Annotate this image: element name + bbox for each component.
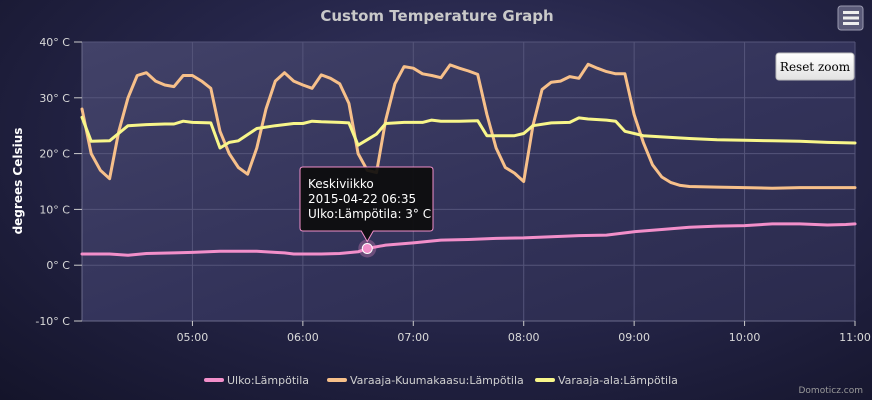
plot-area xyxy=(82,42,855,321)
y-tick-label: 0° C xyxy=(46,259,70,272)
menu-button[interactable] xyxy=(837,5,864,31)
reset-zoom-button[interactable]: Reset zoom xyxy=(775,52,855,81)
y-axis-ticks: 40° C 30° C 20° C 10° C 0° C -10° C xyxy=(35,36,82,328)
x-tick-label: 07:00 xyxy=(397,331,429,344)
x-tick-label: 11:00 xyxy=(839,331,871,344)
y-tick-label: 10° C xyxy=(39,203,70,216)
legend-item-1[interactable]: Varaaja-Kuumakaasu:Lämpötila xyxy=(327,374,524,387)
tooltip: Keskiviikko 2015-04-22 06:35 Ulko:Lämpöt… xyxy=(299,166,434,243)
reset-zoom-label: Reset zoom xyxy=(780,60,851,74)
series-line-1 xyxy=(80,62,857,190)
legend-item-2[interactable]: Varaaja-ala:Lämpötila xyxy=(535,374,678,387)
legend-label: Varaaja-ala:Lämpötila xyxy=(558,374,678,387)
y-axis-label: degrees Celsius xyxy=(11,128,25,235)
x-tick-label: 05:00 xyxy=(177,331,209,344)
y-tick-label: 20° C xyxy=(39,148,70,161)
tooltip-box xyxy=(299,166,434,243)
legend-item-0[interactable]: Ulko:Lämpötila xyxy=(204,374,309,387)
y-tick-label: -10° C xyxy=(35,315,70,328)
x-tick-label: 09:00 xyxy=(618,331,650,344)
series-line-0 xyxy=(80,222,857,257)
hover-marker xyxy=(358,239,377,258)
x-tick-label: 08:00 xyxy=(508,331,540,344)
legend-label: Varaaja-Kuumakaasu:Lämpötila xyxy=(350,374,524,387)
tooltip-weekday: Keskiviikko xyxy=(308,177,374,191)
credits-link[interactable]: Domoticz.com xyxy=(799,386,864,396)
legend: Ulko:Lämpötila Varaaja-Kuumakaasu:Lämpöti… xyxy=(204,374,678,387)
grid-lines xyxy=(81,41,856,322)
hamburger-menu-icon xyxy=(843,11,859,25)
x-tick-label: 10:00 xyxy=(729,331,761,344)
tooltip-value: Ulko:Lämpötila: 3° C xyxy=(308,207,431,221)
reset-zoom-frame xyxy=(775,52,855,81)
y-tick-label: 40° C xyxy=(39,36,70,49)
y-tick-label: 30° C xyxy=(39,92,70,105)
tooltip-datetime: 2015-04-22 06:35 xyxy=(308,192,416,206)
series-line-2 xyxy=(80,115,857,150)
series-lines xyxy=(80,62,857,257)
hover-marker-point xyxy=(361,242,373,254)
chart-title: Custom Temperature Graph xyxy=(320,7,553,25)
x-tick-label: 06:00 xyxy=(287,331,319,344)
legend-label: Ulko:Lämpötila xyxy=(227,374,309,387)
x-axis-ticks: 05:00 06:00 07:00 08:00 09:00 10:00 11:00 xyxy=(177,321,871,344)
